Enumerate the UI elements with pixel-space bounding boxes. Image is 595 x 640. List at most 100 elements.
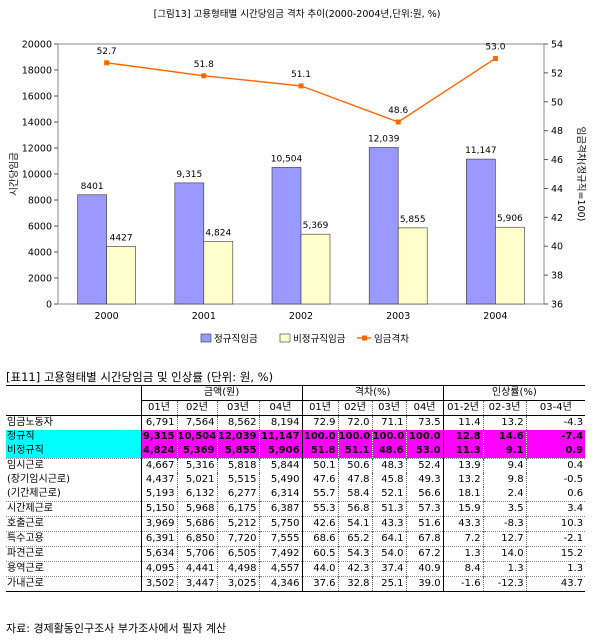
table-cell: 65.2	[337, 531, 373, 547]
table-cell: 5,634	[140, 546, 177, 562]
table-row: 임금노동자 6,791 7,564 8,562 8,194 72.9 72.0 71.1 73.…	[6, 415, 586, 430]
table-cell: -4.3	[525, 415, 586, 430]
table-cell: 5,212	[216, 516, 259, 532]
y2-axis-tick-label: 44	[551, 184, 563, 195]
table-cell: 71.1	[371, 415, 407, 430]
x-axis-tick-label: 2000	[95, 311, 119, 322]
table-cell: 2.4	[482, 487, 527, 502]
table-cell: 15.2	[525, 546, 586, 562]
table-cell: 64.1	[371, 531, 407, 547]
table-cell: 67.2	[405, 546, 444, 562]
table-cell: 11.3	[442, 444, 484, 459]
bar-nonregular-wage	[300, 233, 331, 305]
table-cell: 43.7	[525, 576, 586, 592]
header-group: 금액(원)	[140, 385, 303, 401]
table-cell: 72.9	[301, 415, 339, 430]
table-cell: 73.5	[405, 415, 444, 430]
table-cell: 5,968	[176, 501, 217, 517]
table-cell: 12.7	[482, 531, 527, 547]
line-wage-gap-point	[492, 55, 498, 61]
table-row: 가내근로 3,502 3,447 3,025 4,346 37.6 32.8 25.1 39.0…	[6, 576, 586, 592]
x-axis-tick-label: 2001	[192, 311, 216, 322]
row-label: 시간제근로	[6, 501, 141, 517]
chart-title: [그림13] 고용형태별 시간당임금 격차 추이(2000-2004년,단위:원…	[154, 8, 441, 20]
table-cell: 5,686	[176, 516, 217, 532]
table-row: (기간제근로) 5,193 6,132 6,277 6,314 55.7 58.4 52.1 5…	[6, 487, 586, 502]
table-cell: 6,277	[216, 487, 259, 502]
table-cell: 4,095	[140, 561, 177, 577]
table-cell: 4,557	[258, 561, 303, 577]
table-cell: 11.4	[442, 415, 484, 430]
x-axis-tick-label: 2002	[289, 311, 313, 322]
table-cell: 6,505	[216, 546, 259, 562]
y-axis-tick-label: 0	[46, 300, 52, 311]
y2-axis-tick-label: 54	[551, 40, 563, 51]
table-cell: 1.3	[442, 546, 484, 562]
table-cell: 7,720	[216, 531, 259, 547]
table-cell: 3,025	[216, 576, 259, 592]
x-axis-tick-label: 2004	[483, 311, 507, 322]
legend-label-nonregular: 비정규직임금	[293, 333, 346, 345]
table-cell: 18.1	[442, 487, 484, 502]
table-row: 시간제근로 5,150 5,968 6,175 6,387 55.3 56.8 51.3 57.…	[6, 501, 586, 517]
line-wage-gap-label: 51.1	[291, 70, 311, 80]
row-label: 특수고용	[6, 531, 141, 547]
bar-regular-wage	[466, 158, 496, 305]
table-cell: 48.3	[371, 458, 407, 473]
row-label: 정규직	[6, 430, 141, 444]
table-cell: 3.5	[482, 501, 527, 517]
table-cell: 12.8	[442, 430, 484, 444]
bar-nonregular-wage	[397, 227, 428, 305]
table-cell: 55.7	[301, 487, 339, 502]
table-cell: 13.2	[442, 473, 484, 487]
table-cell: -2.1	[525, 531, 586, 547]
row-label: 임금노동자	[7, 417, 53, 428]
header-subcol: 02-3년	[482, 400, 527, 416]
table-cell: 52.1	[371, 487, 407, 502]
y-axis-tick-label: 20000	[22, 40, 52, 51]
table-cell: 42.6	[301, 516, 339, 532]
table-cell: 32.8	[337, 576, 373, 592]
table-cell: 68.6	[301, 531, 339, 547]
legend-label-regular: 정규직임금	[214, 333, 258, 345]
row-label: 호출근로	[6, 516, 141, 532]
y-axis-tick-label: 16000	[22, 92, 52, 103]
bar-regular-wage	[77, 194, 107, 305]
row-label: 용역근로	[6, 561, 141, 577]
table-cell: 5,844	[258, 458, 303, 473]
table-cell: 100.0	[301, 430, 339, 444]
y-axis-title: 시간당임금	[8, 152, 20, 196]
y-axis-tick-label: 4000	[28, 248, 52, 259]
header-group: 격차(%)	[301, 385, 444, 401]
table-cell: 6,387	[258, 501, 303, 517]
table-cell: 0.9	[525, 444, 586, 459]
table-cell: 57.3	[405, 501, 444, 517]
y2-axis-tick-label: 52	[551, 68, 563, 79]
bar-regular-wage-label: 11,147	[465, 146, 497, 156]
table-cell: 51.1	[337, 444, 373, 459]
bar-regular-wage	[174, 182, 205, 305]
row-label: (기간제근로)	[7, 488, 61, 499]
table-cell: 58.4	[337, 487, 373, 502]
legend-swatch-regular	[200, 333, 212, 343]
table-cell: 1.3	[525, 561, 586, 577]
header-subcol: 03년	[371, 400, 407, 416]
bar-regular-wage-label: 8401	[81, 182, 104, 192]
table-cell: 5,750	[258, 516, 303, 532]
table-cell: 5,150	[140, 501, 177, 517]
table-cell: 4,346	[258, 576, 303, 592]
table-cell: 54.3	[337, 546, 373, 562]
table-cell: 43.3	[442, 516, 484, 532]
table-cell: 50.1	[301, 458, 339, 473]
y2-axis-tick-label: 38	[551, 271, 563, 282]
bar-regular-wage-label: 9,315	[176, 170, 202, 180]
table-cell: 47.8	[337, 473, 373, 487]
table-cell: 51.3	[371, 501, 407, 517]
table-row: 호출근로 3,969 5,686 5,212 5,750 42.6 54.1 43.3 51.6…	[6, 516, 586, 532]
header-subcol: 02년	[337, 400, 373, 416]
table-cell: 13.9	[442, 458, 484, 473]
bar-line-chart: [그림13] 고용형태별 시간당임금 격차 추이(2000-2004년,단위:원…	[8, 8, 587, 345]
table-row: 파견근로 5,634 5,706 6,505 7,492 60.5 54.3 54.0 67.2…	[6, 546, 586, 562]
table-cell: 5,316	[176, 458, 217, 473]
bar-nonregular-wage	[203, 240, 234, 305]
